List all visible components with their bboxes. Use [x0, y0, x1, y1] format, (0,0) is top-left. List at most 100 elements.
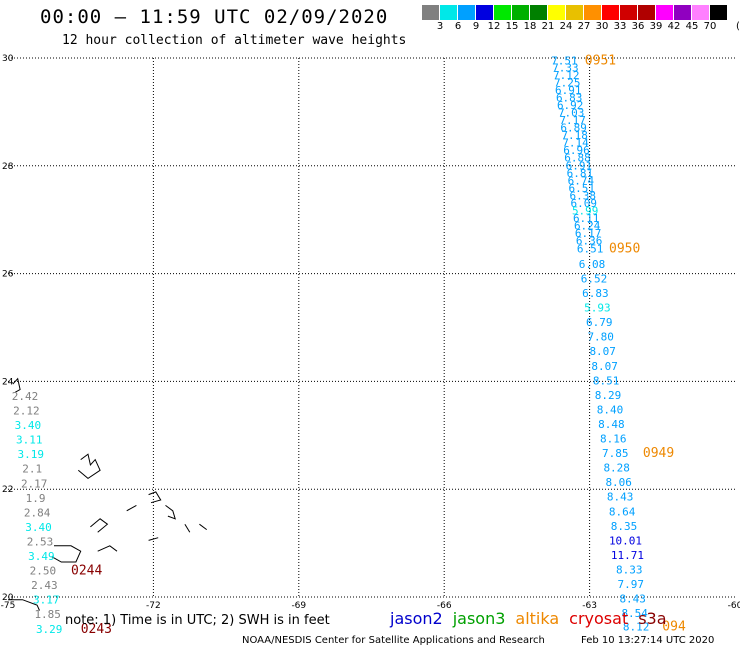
wave-height-label: 8.06	[605, 476, 632, 489]
wave-height-label: 8.16	[600, 433, 627, 446]
wave-height-label: 2.50	[30, 565, 57, 578]
island-coastline	[148, 537, 159, 541]
satellite-legend-entry: jason3	[452, 609, 506, 628]
island-coastline	[97, 545, 118, 552]
wave-height-label: 2.53	[27, 536, 54, 549]
scale-tick-label: 45	[685, 21, 699, 32]
wave-height-label: 8.07	[589, 345, 616, 358]
scale-tick-label: 3	[436, 21, 444, 32]
scale-swatch	[512, 5, 529, 20]
lon-tick-label: -66	[437, 601, 452, 611]
scale-swatch	[440, 5, 457, 20]
wave-height-label: 2.17	[21, 477, 48, 490]
wave-height-label: 5.93	[584, 302, 611, 315]
wave-height-label: 3.19	[18, 448, 45, 461]
scale-tick-label: 27	[577, 21, 591, 32]
lon-tick-label: -75	[1, 601, 16, 611]
satellite-legend-entry: altika	[515, 609, 560, 628]
wave-height-label: 6.83	[582, 287, 609, 300]
island-coastline	[90, 518, 109, 533]
scale-tick-label: 42	[667, 21, 681, 32]
island-coastline	[51, 545, 82, 563]
wave-height-label: 6.52	[581, 273, 608, 286]
wave-height-label: 6.91	[566, 159, 593, 172]
scale-tick-label: 15	[505, 21, 519, 32]
wave-height-label: 7.33	[552, 62, 579, 75]
wave-height-label: 3.49	[28, 550, 55, 563]
wave-height-label: 2.42	[12, 390, 39, 403]
scale-tick-label: 39	[649, 21, 663, 32]
island-coastline	[199, 523, 207, 531]
scale-swatch	[656, 5, 673, 20]
wave-height-label: 3.29	[36, 623, 63, 636]
scale-tick-label: 18	[523, 21, 537, 32]
pass-time-label: 0951	[585, 54, 616, 69]
wave-height-label: 6.92	[557, 99, 584, 112]
scale-tick-label: 33	[613, 21, 627, 32]
satellite-legend: jason2 jason3 altika cryosat s3a	[390, 609, 677, 628]
page-subtitle: 12 hour collection of altimeter wave hei…	[62, 33, 407, 48]
lat-tick-label: 24	[2, 377, 14, 387]
wave-height-label: 8.48	[598, 418, 625, 431]
lon-tick-label: -60	[728, 601, 740, 611]
lat-tick-label: 28	[2, 162, 14, 172]
wave-height-label: 8.40	[597, 403, 624, 416]
satellite-legend-entry: jason2	[390, 609, 443, 628]
wave-height-label: 6.17	[575, 227, 602, 240]
island-coastline	[184, 523, 191, 533]
wave-height-label: 6.51	[569, 182, 596, 195]
scale-swatch	[620, 5, 637, 20]
scale-swatch	[548, 5, 565, 20]
wave-height-label: 1.9	[26, 492, 46, 505]
wave-height-label: 2.43	[31, 579, 58, 592]
scale-unit: (ft)	[736, 21, 740, 32]
wave-height-label: 2.1	[22, 463, 42, 476]
wave-height-label: 8.51	[593, 374, 620, 387]
scale-swatch	[422, 5, 439, 20]
wave-height-label: 6.11	[573, 212, 600, 225]
scale-tick-label: 6	[454, 21, 462, 32]
island-coastline	[148, 491, 162, 504]
scale-swatch	[584, 5, 601, 20]
wave-height-label: 8.29	[595, 389, 622, 402]
scale-swatch	[476, 5, 493, 20]
wave-height-label: 2.84	[24, 506, 51, 519]
scale-swatch	[602, 5, 619, 20]
timestamp-text: Feb 10 13:27:14 UTC 2020	[581, 635, 715, 646]
wave-height-label: 6.09	[571, 197, 598, 210]
lat-tick-label: 22	[2, 485, 13, 495]
island-coastline	[165, 504, 176, 520]
wave-height-label: 6.96	[563, 144, 590, 157]
lon-tick-label: -72	[146, 601, 161, 611]
scale-tick-label: 12	[487, 21, 501, 32]
scale-swatch	[674, 5, 691, 20]
wave-height-label: 8.07	[591, 360, 618, 373]
wave-height-label: 6.81	[567, 167, 594, 180]
wave-height-label: 7.18	[561, 129, 588, 142]
wave-height-label: 7.80	[587, 331, 614, 344]
wave-height-label: 6.83	[556, 91, 583, 104]
island-coastline	[8, 599, 40, 611]
lon-tick-label: -63	[582, 601, 597, 611]
wave-height-label: 3.40	[25, 521, 52, 534]
wave-height-label: 8.33	[616, 564, 643, 577]
scale-tick-label: 70	[703, 21, 717, 32]
wave-height-label: 7.12	[553, 69, 580, 82]
wave-height-label: 8.35	[611, 520, 638, 533]
scale-tick-label: 21	[541, 21, 555, 32]
satellite-legend-entry: cryosat	[569, 609, 629, 628]
wave-height-label: 8.54	[621, 607, 648, 620]
wave-height-label: 3.17	[33, 594, 60, 607]
units-note: note: 1) Time is in UTC; 2) SWH is in fe…	[65, 613, 330, 628]
satellite-legend-entry: s3a	[638, 609, 667, 628]
wave-height-label: 8.43	[619, 593, 646, 606]
wave-height-label: 6.51	[577, 242, 604, 255]
wave-height-label: 2.12	[13, 405, 40, 418]
scale-swatch	[458, 5, 475, 20]
scale-swatch	[692, 5, 709, 20]
wave-height-label: 11.71	[611, 549, 644, 562]
wave-height-label: 7.51	[551, 55, 578, 68]
wave-height-label: 5.99	[572, 205, 599, 218]
pass-time-label: 0243	[81, 622, 112, 637]
